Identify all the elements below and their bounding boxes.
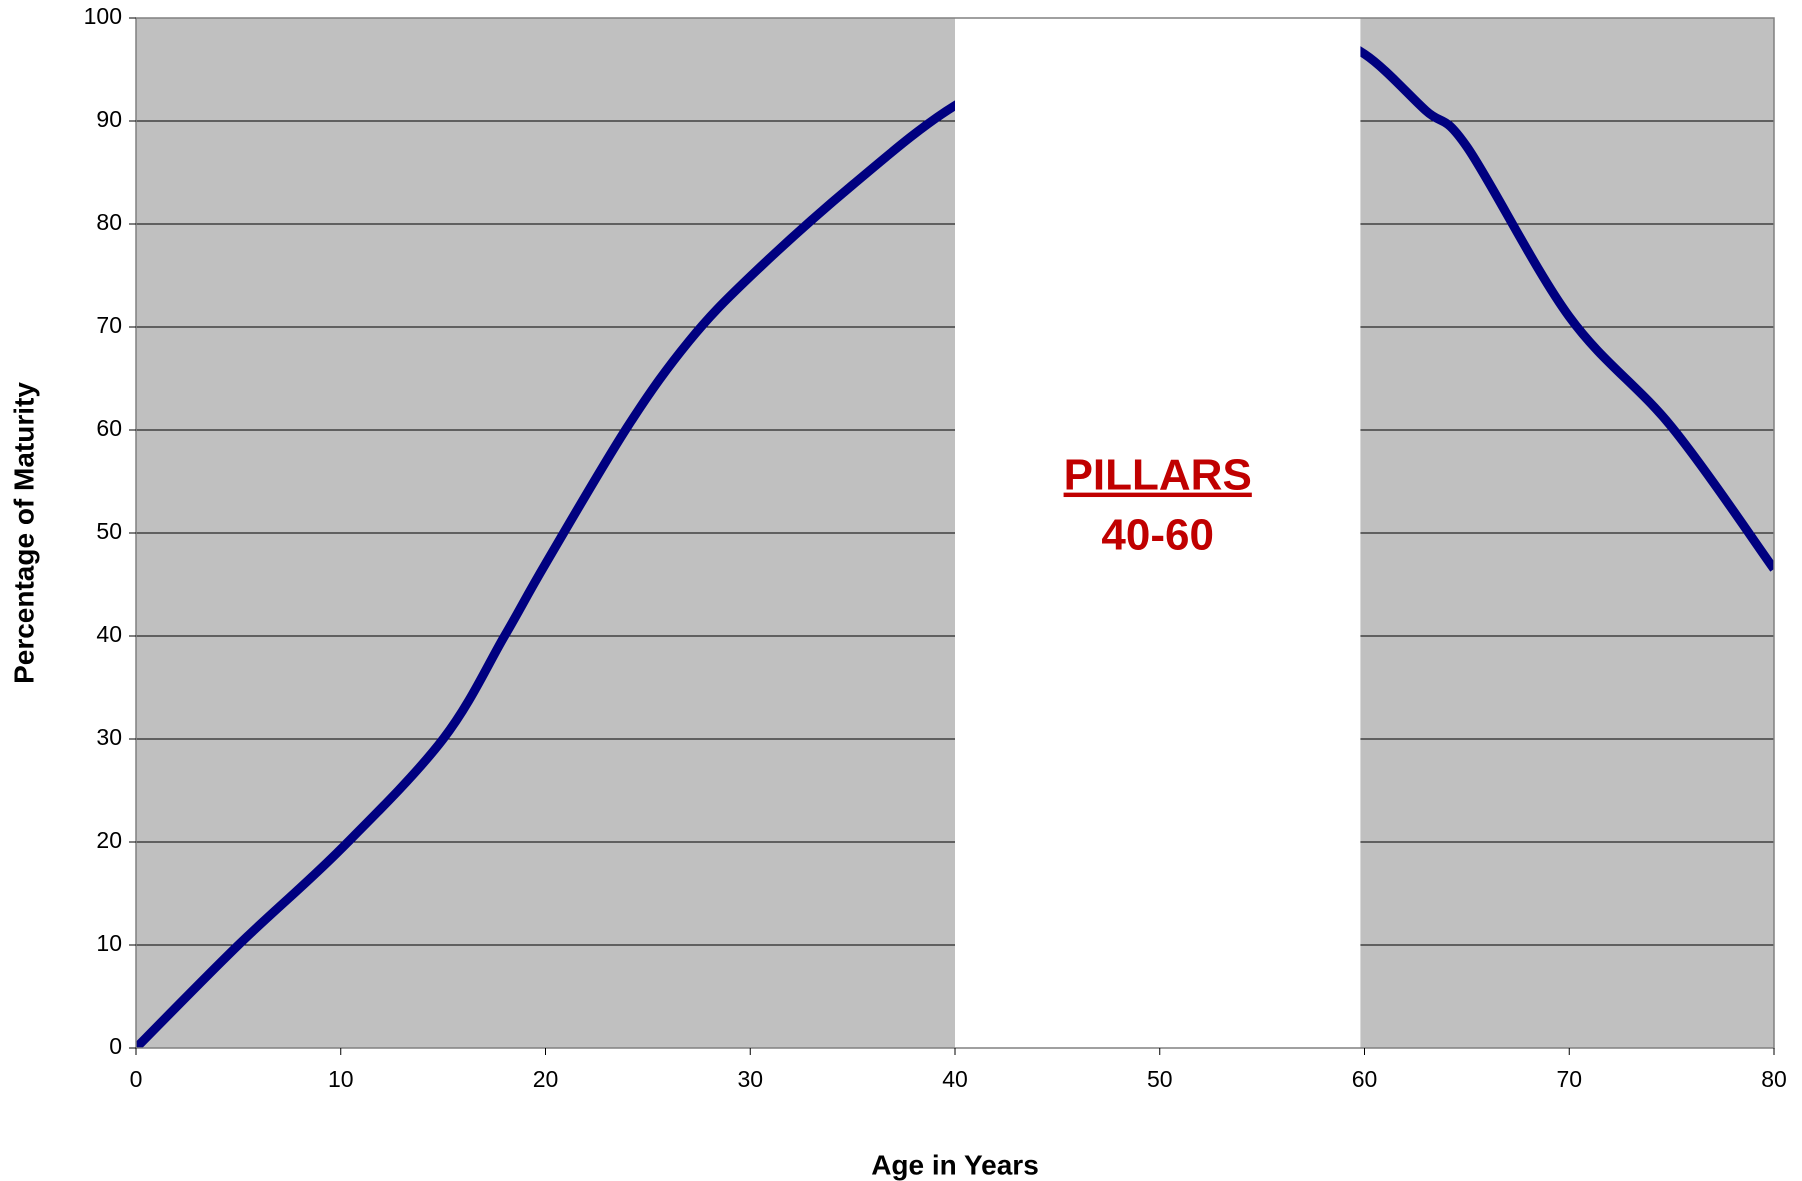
x-tick-label: 30 — [737, 1066, 763, 1092]
highlight-band — [955, 18, 1361, 1048]
x-tick-label: 20 — [533, 1066, 559, 1092]
y-tick-label: 20 — [96, 827, 122, 853]
x-tick-label: 60 — [1352, 1066, 1378, 1092]
y-tick-label: 30 — [96, 724, 122, 750]
y-tick-label: 80 — [96, 209, 122, 235]
axes: 0 10 20 30 40 50 60 70 80 90 100 0 10 20 30 40 50 60 70 80 — [84, 3, 1787, 1092]
annotation: PILLARS — [1064, 451, 1252, 500]
annotation: 40-60 — [1101, 511, 1214, 560]
y-tick-label: 0 — [109, 1033, 122, 1059]
x-tick-label: 80 — [1761, 1066, 1787, 1092]
y-tick-label: 100 — [84, 3, 122, 29]
y-tick-label: 60 — [96, 415, 122, 441]
band-group: PILLARS 40-60 — [955, 18, 1361, 1048]
x-axis-title: Age in Years — [871, 1149, 1039, 1180]
series — [136, 18, 1774, 1048]
y-tick-label: 50 — [96, 518, 122, 544]
line-series — [136, 18, 1774, 1048]
x-tick-label: 70 — [1556, 1066, 1582, 1092]
y-tick-label: 90 — [96, 106, 122, 132]
x-tick-label: 40 — [942, 1066, 968, 1092]
y-tick-label: 70 — [96, 312, 122, 338]
y-axis-title: Percentage of Maturity — [8, 382, 39, 684]
x-tick-label: 10 — [328, 1066, 354, 1092]
y-tick-label: 10 — [96, 930, 122, 956]
y-tick-label: 40 — [96, 621, 122, 647]
x-tick-label: 50 — [1147, 1066, 1173, 1092]
x-tick-label: 0 — [130, 1066, 143, 1092]
